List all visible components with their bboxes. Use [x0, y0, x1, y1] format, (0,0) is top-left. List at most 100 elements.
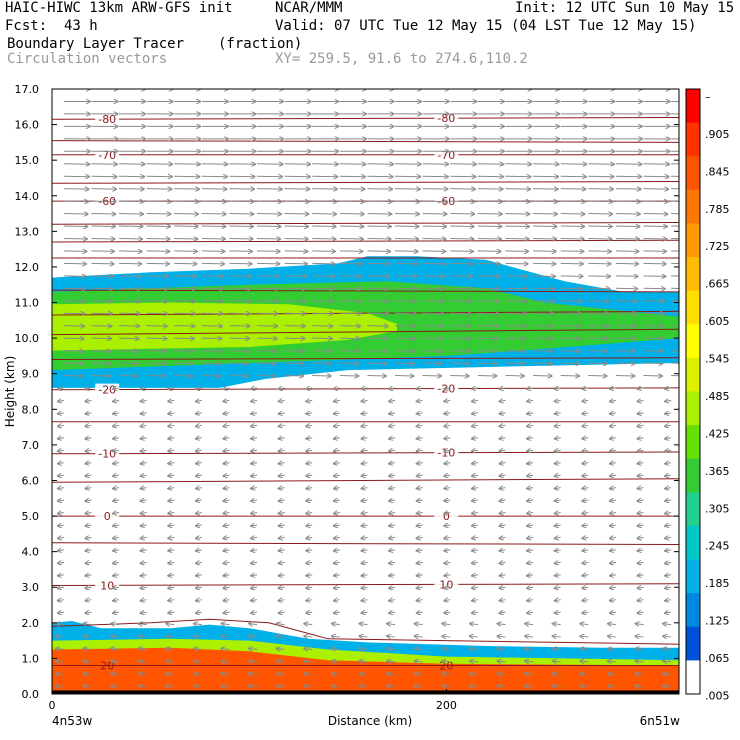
wind-vector	[279, 425, 285, 426]
wind-vector	[415, 686, 423, 687]
wind-vector	[582, 587, 589, 588]
wind-vector	[387, 686, 396, 687]
wind-vector	[560, 351, 580, 352]
wind-vector	[277, 686, 285, 687]
wind-vector	[671, 312, 679, 314]
wind-vector	[555, 450, 561, 451]
wind-vector	[257, 313, 278, 314]
isotherm-label: 0	[104, 510, 111, 523]
wind-vector	[279, 463, 285, 464]
wind-vector	[174, 351, 193, 352]
wind-vector	[505, 263, 527, 264]
x-axis: 0 200 Distance (km) 4n53w 6n51w	[49, 689, 680, 728]
wind-vector	[58, 438, 64, 439]
wind-vector	[444, 450, 451, 451]
wind-vector	[442, 661, 451, 662]
wind-vector	[85, 525, 92, 526]
wind-vector	[444, 463, 451, 464]
wind-vector	[555, 575, 561, 576]
wind-vector	[58, 488, 64, 489]
wind-vector	[58, 575, 64, 576]
wind-vector	[174, 238, 197, 239]
wind-vector	[389, 425, 396, 426]
wind-vector	[334, 537, 340, 538]
colorbar-swatch	[686, 593, 700, 628]
wind-vector	[339, 251, 363, 252]
wind-vector	[56, 686, 64, 687]
wind-vector	[505, 226, 528, 227]
wind-vector	[257, 214, 281, 215]
wind-vector	[422, 226, 446, 227]
wind-vector	[610, 463, 616, 464]
wind-vector	[223, 450, 230, 451]
wind-vector	[229, 201, 253, 202]
wind-vector	[442, 636, 451, 637]
wind-vector	[367, 226, 390, 227]
wind-vector	[58, 513, 64, 514]
wind-vector	[119, 301, 140, 302]
wind-vector	[251, 475, 258, 476]
wind-vector	[306, 425, 313, 426]
plot-frame	[51, 88, 680, 695]
wind-vector	[389, 463, 396, 464]
wind-vector	[638, 562, 644, 563]
wind-vector	[306, 537, 313, 538]
wind-vector	[610, 425, 616, 426]
wind-vector	[450, 164, 476, 165]
colorbar-swatch	[686, 89, 700, 124]
field-name: Boundary Layer Tracer	[7, 36, 185, 52]
wind-vector	[417, 562, 423, 563]
wind-vector	[113, 463, 120, 464]
wind-vector	[588, 338, 608, 339]
wind-vector	[615, 363, 635, 364]
wind-vector	[166, 686, 175, 687]
wind-vector	[146, 375, 165, 376]
wind-vector	[533, 363, 552, 364]
wind-vector	[85, 388, 92, 389]
wind-vector	[472, 400, 478, 401]
wind-vector	[146, 288, 168, 289]
colorbar-label: .725	[705, 240, 730, 253]
wind-vector	[249, 636, 258, 637]
wind-vector	[389, 525, 396, 526]
wind-vector	[196, 388, 202, 389]
wind-vector	[85, 513, 92, 514]
wind-vector	[671, 262, 679, 265]
wind-vector	[395, 351, 414, 352]
colorbar-label: .125	[705, 615, 730, 628]
wind-vector	[223, 413, 230, 414]
wind-vector	[196, 463, 202, 464]
wind-vector	[422, 189, 448, 190]
wind-vector	[615, 313, 637, 314]
wind-vector	[505, 326, 525, 327]
wind-vector	[671, 237, 679, 240]
wind-vector	[444, 513, 451, 514]
wind-vector	[444, 488, 451, 489]
wind-vector	[312, 313, 333, 314]
wind-vector	[146, 176, 172, 177]
wind-vector	[582, 500, 589, 501]
wind-vector	[306, 450, 313, 451]
wind-vector	[229, 301, 250, 302]
wind-vector	[312, 276, 334, 277]
wind-vector	[139, 661, 147, 662]
wind-vector	[472, 537, 478, 538]
wind-vector	[361, 537, 368, 538]
wind-vector	[251, 450, 258, 451]
wind-vector	[111, 686, 120, 687]
wind-vector	[472, 388, 478, 389]
wind-vector	[499, 600, 506, 601]
colorbar-swatch	[686, 458, 700, 493]
colorbar-swatch	[686, 122, 700, 157]
wind-vector	[527, 450, 534, 451]
wind-vector	[615, 288, 637, 289]
wind-vector	[139, 649, 147, 650]
wind-vector	[63, 251, 87, 252]
wind-vector	[450, 214, 474, 215]
isotherm-label: -70	[98, 149, 116, 162]
wind-vector	[638, 488, 644, 489]
wind-vector	[477, 238, 501, 239]
wind-vector	[146, 263, 169, 264]
wind-vector	[83, 624, 92, 625]
wind-vector	[582, 525, 589, 526]
